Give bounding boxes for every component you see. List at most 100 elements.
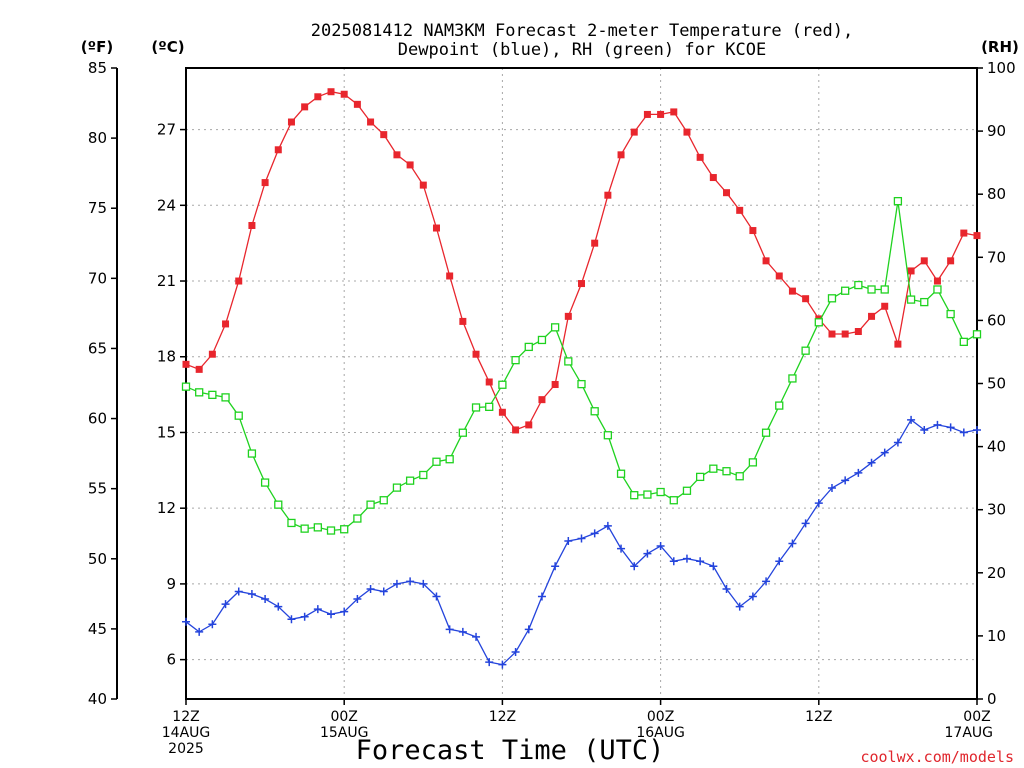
data-point-temperature [709, 174, 717, 182]
data-point-dewpoint [854, 468, 863, 477]
data-point-rh [564, 357, 573, 366]
data-point-temperature [472, 350, 480, 358]
data-point-dewpoint [300, 612, 309, 621]
x-tick-label: 00Z [330, 709, 357, 725]
data-point-dewpoint [234, 587, 243, 596]
celsius-tick-label: 24 [157, 196, 176, 214]
fahrenheit-unit-label: (ºF) [81, 38, 113, 56]
data-point-dewpoint [511, 648, 520, 657]
data-point-temperature [907, 267, 915, 275]
data-point-temperature [696, 153, 704, 161]
data-point-dewpoint [274, 602, 283, 611]
rh-tick-label: 80 [987, 185, 1006, 203]
chart-title: 2025081412 NAM3KM Forecast 2-meter Tempe… [311, 21, 853, 60]
data-point-rh [656, 487, 665, 497]
data-point-rh [247, 449, 257, 458]
data-point-temperature [723, 189, 731, 197]
data-point-temperature [380, 131, 388, 139]
data-point-dewpoint [366, 584, 375, 593]
data-point-temperature [353, 100, 361, 108]
data-point-rh [326, 526, 336, 535]
rh-tick-label: 20 [987, 564, 1006, 582]
data-point-rh [458, 428, 468, 437]
series-line-rh [185, 201, 978, 532]
data-point-rh [498, 380, 507, 389]
data-point-dewpoint [419, 579, 428, 588]
data-point-rh [524, 342, 533, 352]
data-point-dewpoint [722, 584, 731, 593]
data-point-dewpoint [445, 625, 454, 634]
data-point-dewpoint [775, 557, 784, 566]
celsius-tick-label: 15 [157, 423, 176, 441]
data-point-temperature [340, 90, 348, 98]
data-point-temperature [670, 108, 678, 116]
data-point-dewpoint [221, 600, 230, 609]
data-point-dewpoint [827, 483, 836, 492]
data-point-temperature [762, 257, 770, 265]
data-point-dewpoint [762, 577, 771, 586]
data-point-temperature [182, 360, 190, 368]
data-point-dewpoint [656, 542, 665, 551]
data-point-dewpoint [537, 592, 546, 601]
data-point-rh [274, 500, 283, 509]
data-point-dewpoint [748, 592, 757, 601]
data-point-rh [405, 476, 415, 485]
data-point-temperature [828, 330, 836, 338]
rh-tick-label: 30 [987, 501, 1006, 519]
fahrenheit-tick-label: 75 [88, 199, 107, 217]
data-point-rh [841, 286, 850, 295]
fahrenheit-tick-label: 65 [88, 339, 107, 357]
data-point-dewpoint [327, 610, 336, 619]
data-point-dewpoint [498, 660, 507, 669]
fahrenheit-tick-label: 60 [88, 410, 107, 428]
data-point-rh [287, 518, 296, 528]
rh-unit-label: (RH) [981, 38, 1019, 56]
data-point-temperature [683, 128, 691, 136]
series-layer [181, 88, 982, 669]
data-point-rh [946, 309, 955, 319]
data-point-dewpoint [551, 562, 560, 571]
data-point-rh [366, 500, 375, 509]
data-point-temperature [314, 93, 322, 101]
data-point-dewpoint [458, 627, 467, 636]
data-point-temperature [446, 272, 454, 280]
data-point-rh [801, 346, 810, 355]
data-point-temperature [235, 277, 243, 285]
celsius-tick-label: 12 [157, 499, 176, 517]
data-point-rh [735, 472, 744, 481]
data-point-rh [603, 431, 613, 440]
data-point-rh [722, 467, 731, 476]
data-point-dewpoint [472, 632, 481, 641]
data-point-dewpoint [485, 658, 494, 667]
data-point-temperature [208, 350, 216, 358]
data-point-temperature [749, 227, 757, 235]
data-point-rh [748, 458, 758, 467]
data-point-rh [392, 483, 402, 492]
data-point-temperature [367, 118, 375, 126]
data-point-dewpoint [564, 536, 573, 545]
rh-tick-label: 100 [987, 59, 1016, 77]
data-point-dewpoint [682, 554, 691, 563]
data-point-dewpoint [959, 428, 968, 437]
data-point-temperature [630, 128, 638, 136]
data-point-dewpoint [208, 620, 217, 629]
data-point-dewpoint [946, 423, 955, 432]
data-point-temperature [512, 426, 520, 434]
data-point-temperature [538, 396, 546, 404]
data-point-dewpoint [182, 617, 190, 626]
data-point-temperature [960, 229, 968, 237]
data-point-temperature [802, 295, 810, 303]
data-point-temperature [920, 257, 928, 265]
celsius-tick-label: 21 [157, 272, 176, 290]
celsius-tick-label: 6 [166, 651, 176, 669]
data-point-dewpoint [907, 415, 916, 424]
x-tick-label: 2025 [168, 741, 204, 757]
x-tick-label: 12Z [489, 709, 516, 725]
data-point-dewpoint [841, 476, 850, 485]
data-point-dewpoint [590, 529, 599, 538]
data-point-temperature [604, 191, 612, 199]
fahrenheit-tick-label: 50 [88, 550, 107, 568]
data-point-temperature [406, 161, 414, 169]
data-point-temperature [591, 239, 599, 247]
